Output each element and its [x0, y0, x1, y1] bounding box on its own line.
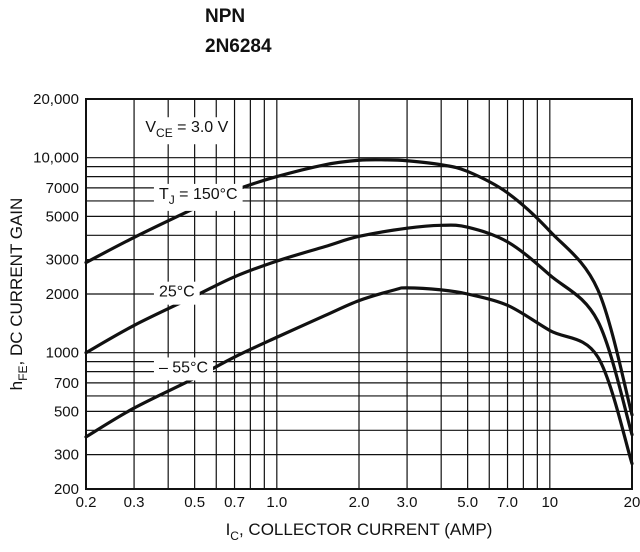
label-tj-150c-text: TJ = 150°C [159, 186, 238, 207]
y-axis-label: hFE, DC CURRENT GAIN [7, 198, 30, 391]
vce-condition-label-bg [140, 117, 234, 145]
y-tick-label: 10,000 [33, 150, 79, 167]
y-tick-label: 1000 [46, 345, 79, 362]
label-minus-55c: – 55°C [153, 357, 214, 381]
y-tick-label: 500 [54, 403, 79, 420]
y-tick-labels: 20,000 10,000 7000 5000 3000 2000 1000 700 500 30… [33, 91, 79, 498]
y-tick-label: 2000 [46, 286, 79, 303]
vce-condition-label-text: VCE = 3.0 V [145, 119, 228, 140]
x-axis-label: IC, COLLECTOR CURRENT (AMP) [226, 520, 493, 543]
x-tick-label: 20 [624, 494, 640, 511]
x-tick-label: 5.0 [457, 494, 478, 511]
y-tick-label: 7000 [46, 180, 79, 197]
x-tick-label: 2.0 [349, 494, 370, 511]
label-25c-bg [153, 281, 200, 305]
vce-condition-label: VCE = 3.0 V [140, 117, 234, 145]
x-tick-label: 0.3 [124, 494, 145, 511]
label-minus-55c-text: – 55°C [159, 359, 208, 376]
x-tick-label: 0.5 [184, 494, 205, 511]
label-25c-text: 25°C [159, 284, 195, 301]
y-tick-label: 200 [54, 481, 79, 498]
x-tick-label: 0.7 [224, 494, 245, 511]
y-tick-label: 20,000 [33, 91, 79, 108]
x-tick-labels: 0.2 0.3 0.5 0.7 1.0 2.0 3.0 5.0 7.0 10 20 [76, 494, 640, 511]
chart-labels: VCE = 3.0 V TJ = 150°C 25°C – 55°C [140, 117, 243, 381]
y-tick-label: 300 [54, 447, 79, 464]
y-tick-label: 5000 [46, 208, 79, 225]
x-tick-label: 10 [541, 494, 558, 511]
label-tj-150c: TJ = 150°C [153, 183, 243, 211]
x-tick-label: 3.0 [397, 494, 418, 511]
device-type-label: NPN [205, 6, 246, 27]
x-tick-label: 7.0 [497, 494, 518, 511]
label-25c: 25°C [153, 281, 200, 305]
x-tick-label: 0.2 [76, 494, 97, 511]
y-tick-label: 700 [54, 375, 79, 392]
plot-frame [85, 98, 633, 490]
y-tick-label: 3000 [46, 252, 79, 269]
label-minus-55c-bg [153, 357, 214, 381]
part-number-label: 2N6284 [205, 36, 272, 57]
label-tj-150c-bg [153, 183, 243, 211]
x-tick-label: 1.0 [266, 494, 287, 511]
